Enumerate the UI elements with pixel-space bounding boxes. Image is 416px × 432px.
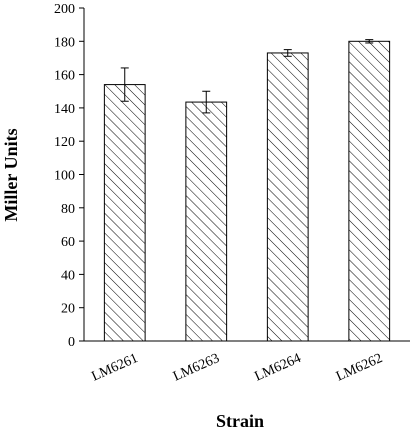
y-tick-label: 140 [54, 102, 75, 117]
x-tick-label: LM6263 [171, 351, 222, 385]
error-bar-lm6261 [120, 67, 129, 102]
bar-lm6262 [348, 40, 391, 342]
x-axis-ticks: LM6261 LM6263 LM6264 LM6262 [90, 351, 385, 385]
y-tick-label: 40 [61, 268, 75, 283]
y-tick-label: 200 [54, 2, 75, 17]
error-bar-lm6264 [283, 49, 292, 57]
x-tick-label: LM6261 [90, 351, 141, 385]
y-tick-label: 120 [54, 135, 75, 150]
bars [103, 40, 391, 342]
y-tick-label: 80 [61, 202, 75, 217]
y-axis-title: Miller Units [1, 128, 21, 221]
x-tick-label: LM6264 [253, 351, 304, 385]
bar-lm6261 [103, 84, 146, 342]
error-bars [120, 39, 374, 114]
y-tick-label: 60 [61, 235, 75, 250]
y-axis-ticks: 0 20 40 60 80 100 120 140 160 180 200 [54, 2, 84, 350]
x-axis-title: Strain [216, 411, 264, 431]
y-tick-label: 0 [68, 335, 75, 350]
bar-lm6264 [266, 52, 309, 342]
y-tick-label: 100 [54, 169, 75, 184]
axes [83, 8, 410, 342]
x-tick-label: LM6262 [334, 351, 385, 385]
error-bar-lm6262 [365, 39, 374, 44]
y-tick-label: 180 [54, 35, 75, 50]
error-bar-lm6263 [202, 90, 211, 114]
y-tick-label: 20 [61, 302, 75, 317]
bar-lm6263 [185, 101, 228, 342]
y-tick-label: 160 [54, 69, 75, 84]
